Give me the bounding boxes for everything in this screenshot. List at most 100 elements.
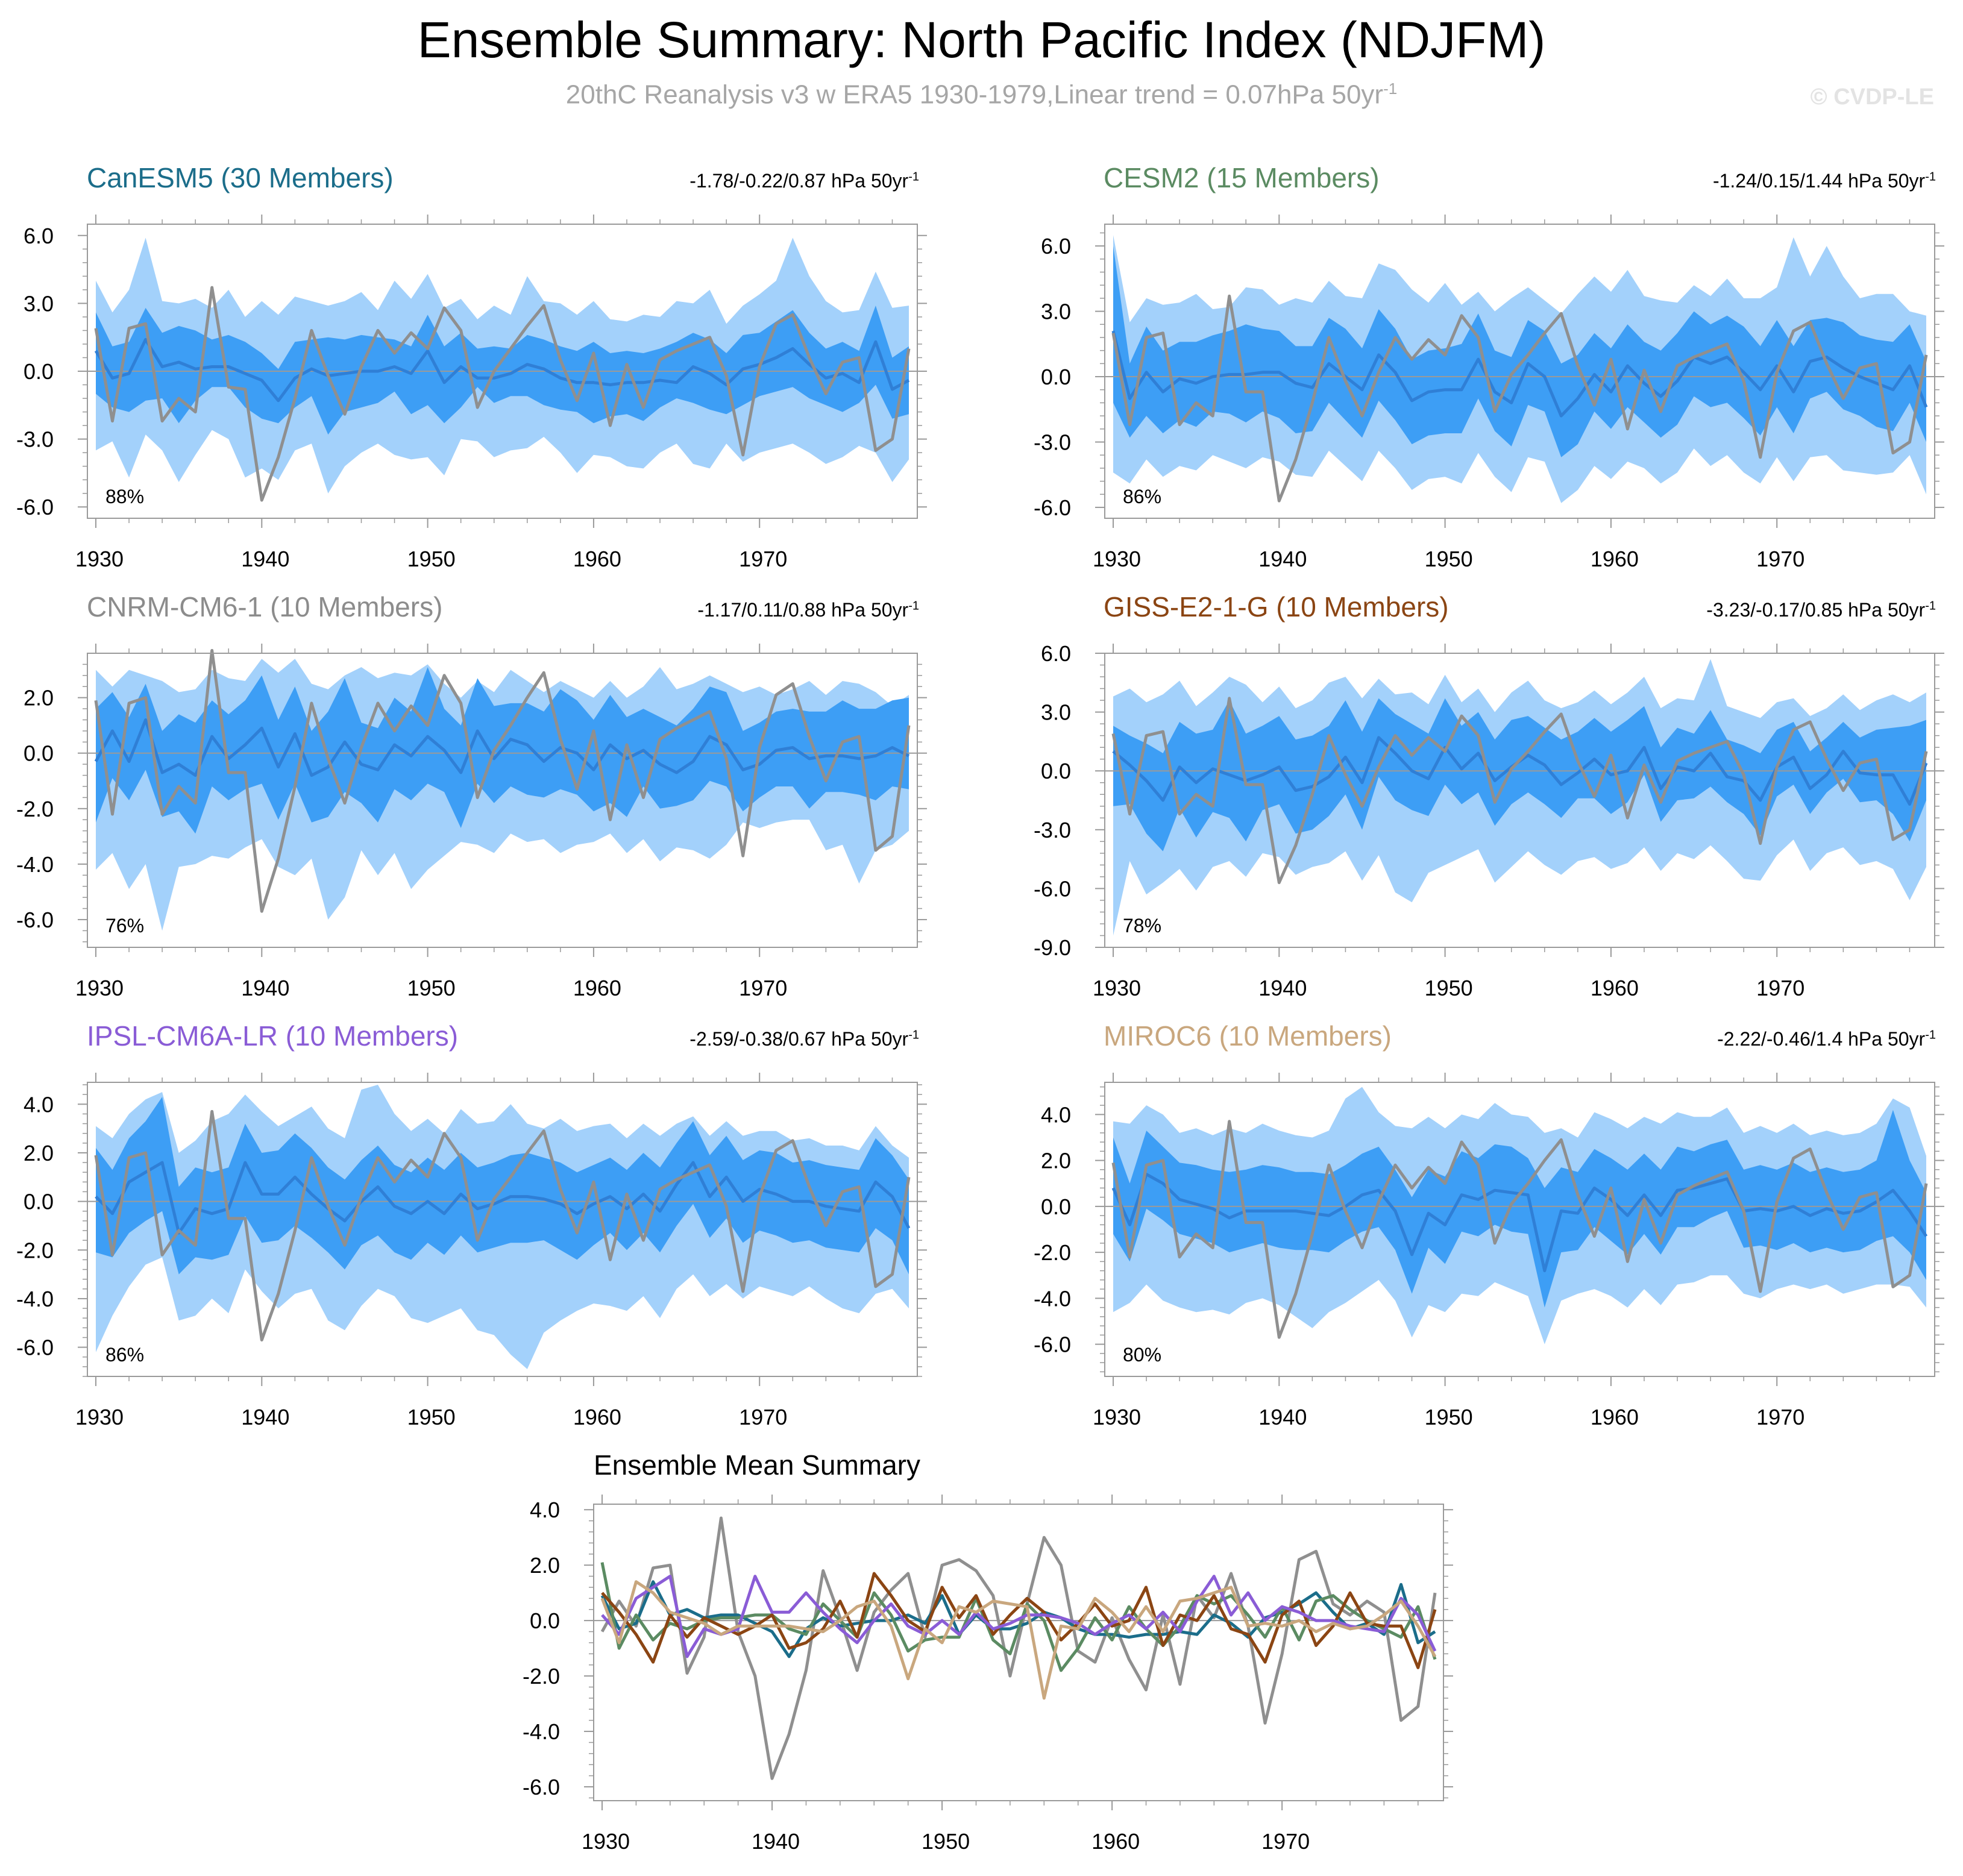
x-tick-label: 1930 bbox=[1093, 976, 1141, 1000]
y-tick-label: 3.0 bbox=[1041, 700, 1071, 725]
subtitle-exponent: -1 bbox=[1383, 80, 1398, 98]
x-tick-label: 1960 bbox=[1591, 547, 1639, 571]
observations-line bbox=[1111, 697, 1928, 885]
y-tick-label: 2.0 bbox=[530, 1553, 560, 1578]
observations-line bbox=[94, 1109, 911, 1341]
panel-percent-label: 80% bbox=[1123, 1344, 1161, 1366]
p10-p90-band bbox=[1113, 1109, 1926, 1308]
plot-miroc6: 4.0 2.0 0.0 -2.0 -4.0 -6.0 1930 1940 1950 1960 197… bbox=[1034, 1073, 1944, 1429]
p10-p90-band bbox=[96, 306, 909, 435]
y-tick-label: -4.0 bbox=[16, 852, 54, 877]
copyright-label: © CVDP-LE bbox=[1810, 84, 1934, 110]
x-tick-label: 1970 bbox=[739, 976, 787, 1000]
stat-exponent: -1 bbox=[1925, 170, 1936, 184]
plot-ipsl: 4.0 2.0 0.0 -2.0 -4.0 -6.0 1930 1940 1950 1960 197… bbox=[16, 1073, 927, 1429]
plot-frame bbox=[87, 653, 918, 948]
y-tick-label: 4.0 bbox=[1041, 1102, 1071, 1127]
y-tick-label: 6.0 bbox=[24, 224, 54, 248]
stat-exponent: -1 bbox=[908, 599, 919, 613]
observations-line bbox=[1111, 294, 1928, 503]
panel-title-cnrm: CNRM-CM6-1 (10 Members) bbox=[87, 591, 443, 623]
x-tick-label: 1950 bbox=[1425, 976, 1473, 1000]
figure-title: Ensemble Summary: North Pacific Index (N… bbox=[417, 11, 1546, 68]
x-tick-label: 1970 bbox=[1756, 547, 1804, 571]
y-tick-label: 3.0 bbox=[24, 291, 54, 316]
y-tick-label: -4.0 bbox=[1034, 1286, 1071, 1311]
x-tick-label: 1970 bbox=[739, 1405, 787, 1429]
y-tick-label: 2.0 bbox=[24, 1141, 54, 1165]
y-tick-label: -6.0 bbox=[523, 1775, 560, 1799]
x-tick-label: 1940 bbox=[1258, 1405, 1307, 1429]
x-tick-label: 1930 bbox=[1093, 547, 1141, 571]
y-tick-label: -2.0 bbox=[523, 1664, 560, 1689]
ensemble-mean-line bbox=[1111, 330, 1928, 418]
ensemble-mean-line bbox=[95, 1161, 911, 1235]
x-tick-label: 1950 bbox=[1425, 547, 1473, 571]
stat-text: -2.59/-0.38/0.67 hPa 50yr bbox=[689, 1028, 909, 1050]
y-tick-label: 0.0 bbox=[1041, 1194, 1071, 1219]
y-tick-label: 6.0 bbox=[1041, 234, 1071, 259]
stat-text: -1.17/0.11/0.88 hPa 50yr bbox=[697, 599, 909, 621]
y-tick-label: 0.0 bbox=[24, 359, 54, 384]
stat-exponent: -1 bbox=[1925, 599, 1936, 613]
stat-text: -2.22/-0.46/1.4 hPa 50yr bbox=[1717, 1028, 1926, 1050]
x-tick-label: 1930 bbox=[1093, 1405, 1141, 1429]
x-tick-label: 1970 bbox=[1261, 1829, 1310, 1854]
y-tick-label: -2.0 bbox=[1034, 1240, 1071, 1265]
x-tick-label: 1970 bbox=[1756, 1405, 1804, 1429]
mean-summary-title: Ensemble Mean Summary bbox=[594, 1449, 920, 1481]
panel-stat-ipsl: -2.59/-0.38/0.67 hPa 50yr-1 bbox=[689, 1028, 919, 1050]
series-line-ipsl-cm6a-lr bbox=[601, 1575, 1437, 1658]
y-tick-label: -6.0 bbox=[16, 908, 54, 932]
x-tick-label: 1940 bbox=[1258, 547, 1307, 571]
y-tick-label: 6.0 bbox=[1041, 641, 1071, 666]
y-tick-label: -2.0 bbox=[16, 1238, 54, 1263]
x-tick-label: 1960 bbox=[1091, 1829, 1140, 1854]
stat-text: -1.24/0.15/1.44 hPa 50yr bbox=[1712, 170, 1926, 192]
x-tick-label: 1950 bbox=[407, 1405, 456, 1429]
panel-title-ipsl: IPSL-CM6A-LR (10 Members) bbox=[87, 1020, 459, 1052]
plot-frame bbox=[87, 1082, 918, 1377]
y-tick-label: 4.0 bbox=[530, 1498, 560, 1522]
y-tick-label: -3.0 bbox=[1034, 430, 1071, 454]
ensemble-mean-line bbox=[94, 718, 910, 777]
x-tick-label: 1960 bbox=[1591, 976, 1639, 1000]
y-tick-label: -6.0 bbox=[1034, 1332, 1071, 1357]
x-tick-label: 1940 bbox=[241, 547, 289, 571]
x-tick-label: 1930 bbox=[75, 976, 124, 1000]
x-tick-label: 1930 bbox=[75, 1405, 124, 1429]
plot-mean-summary: 4.0 2.0 0.0 -2.0 -4.0 -6.0 1930 1940 1950 1960 197… bbox=[523, 1495, 1453, 1854]
x-tick-label: 1950 bbox=[407, 547, 456, 571]
y-tick-label: -6.0 bbox=[16, 1335, 54, 1360]
stat-exponent: -1 bbox=[908, 170, 919, 184]
panel-percent-label: 86% bbox=[1123, 486, 1161, 507]
series-line-observations bbox=[600, 1516, 1437, 1780]
observations-line bbox=[1111, 1120, 1928, 1339]
panel-percent-label: 86% bbox=[105, 1344, 144, 1366]
plot-cesm2: 6.0 3.0 0.0 -3.0 -6.0 1930 1940 1950 1960 1970 86% bbox=[1034, 215, 1944, 571]
x-tick-label: 1940 bbox=[752, 1829, 800, 1854]
plot-giss: 6.0 3.0 0.0 -3.0 -6.0 -9.0 1930 1940 1950 1960 197… bbox=[1034, 641, 1944, 1000]
y-tick-label: 0.0 bbox=[530, 1608, 560, 1633]
x-tick-label: 1930 bbox=[582, 1829, 630, 1854]
x-tick-label: 1960 bbox=[573, 1405, 621, 1429]
y-tick-label: -6.0 bbox=[1034, 876, 1071, 901]
panel-percent-label: 76% bbox=[105, 915, 144, 936]
y-tick-label: -2.0 bbox=[16, 797, 54, 821]
panel-stat-cesm2: -1.24/0.15/1.44 hPa 50yr-1 bbox=[1713, 170, 1936, 192]
y-tick-label: 0.0 bbox=[24, 741, 54, 766]
p10-p90-band bbox=[1113, 698, 1926, 852]
y-tick-label: -3.0 bbox=[1034, 818, 1071, 842]
x-tick-label: 1940 bbox=[241, 976, 289, 1000]
y-tick-label: -6.0 bbox=[1034, 495, 1071, 520]
p10-p90-band bbox=[1113, 246, 1926, 457]
plot-frame bbox=[1104, 1082, 1935, 1377]
stat-text: -3.23/-0.17/0.85 hPa 50yr bbox=[1706, 599, 1926, 621]
ensemble-mean-line bbox=[94, 337, 910, 403]
y-tick-label: -4.0 bbox=[523, 1719, 560, 1744]
panel-percent-label: 88% bbox=[105, 486, 144, 507]
subtitle-text: 20thC Reanalysis v3 w ERA5 1930-1979,Lin… bbox=[565, 80, 1384, 110]
panel-title-giss: GISS-E2-1-G (10 Members) bbox=[1104, 591, 1449, 623]
